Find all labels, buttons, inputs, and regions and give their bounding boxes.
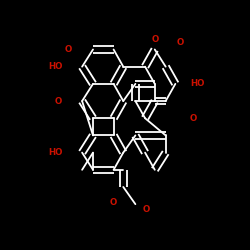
Text: O: O (190, 114, 197, 123)
Text: HO: HO (190, 79, 204, 88)
Text: O: O (110, 198, 117, 207)
Text: O: O (176, 38, 184, 47)
Text: HO: HO (48, 148, 62, 157)
Text: HO: HO (48, 62, 62, 71)
Text: O: O (65, 45, 72, 54)
Text: O: O (152, 35, 159, 44)
Text: O: O (55, 96, 62, 106)
Text: O: O (143, 205, 150, 214)
